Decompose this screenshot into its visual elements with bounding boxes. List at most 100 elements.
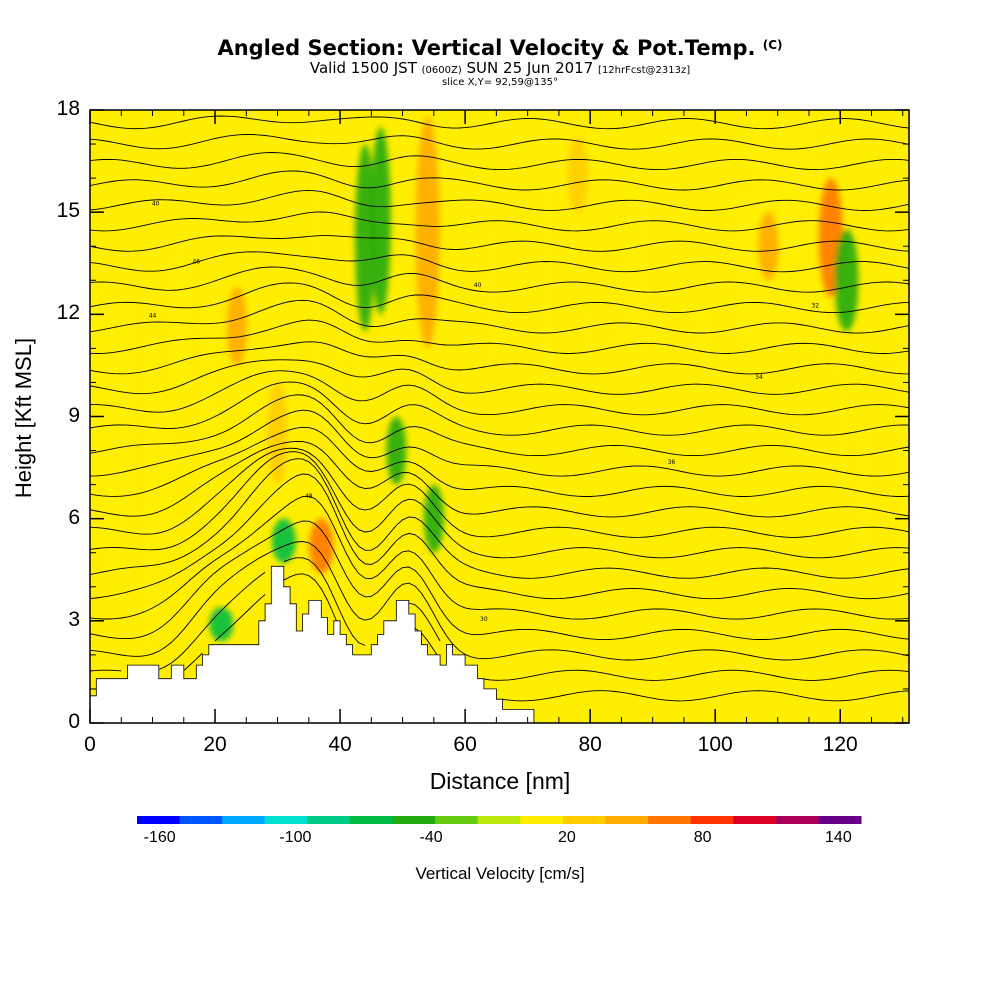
velocity-cell (567, 137, 588, 213)
colorbar-swatch (179, 816, 223, 824)
isentrope (90, 134, 909, 150)
isentrope (90, 189, 909, 211)
colorbar (137, 816, 862, 824)
velocity-cell (271, 518, 296, 563)
isentrope (90, 458, 909, 579)
velocity-band (158, 400, 174, 558)
isentrope (90, 451, 909, 559)
velocity-cell (758, 212, 779, 281)
isentrope (90, 359, 909, 395)
colorbar-swatch (349, 816, 394, 824)
axis-ticks (89, 109, 909, 724)
isentrope (90, 341, 909, 375)
y-tick-label: 9 (68, 403, 80, 427)
colorbar-tick-label: -160 (143, 829, 176, 846)
colorbar-swatch (137, 816, 181, 824)
colorbar-tick-label: -40 (419, 829, 443, 846)
velocity-band (90, 281, 99, 556)
copyright-tag: (C) (762, 38, 783, 52)
colorbar-swatch (733, 816, 777, 824)
colorbar-swatch (648, 816, 692, 824)
isentrope-label: 36 (668, 459, 676, 466)
x-tick-label: 120 (822, 733, 858, 756)
velocity-cell (423, 484, 444, 553)
velocity-features (209, 116, 859, 642)
velocity-band (860, 434, 869, 548)
isentrope-label: 46 (192, 258, 200, 265)
isentrope-label: 44 (149, 313, 157, 320)
isentrope-label: 40 (152, 200, 160, 207)
colorbar-swatch (264, 816, 308, 824)
terrain (90, 565, 535, 723)
y-tick-label: 15 (56, 199, 80, 223)
chart-subtitle: Valid 1500 JST (0600Z) SUN 25 Jun 2017 [… (0, 60, 1000, 79)
velocity-cell (386, 416, 407, 485)
colorbar-swatch (392, 816, 436, 824)
colorbar-swatch (222, 816, 266, 824)
isentrope-label: 34 (755, 374, 763, 381)
isentrope (90, 473, 909, 600)
colorbar-swatch (690, 816, 734, 824)
y-tick-label: 3 (68, 607, 80, 631)
x-tick-label: 0 (84, 733, 96, 756)
colorbar-swatch (605, 816, 649, 824)
chart-title-text: Angled Section: Vertical Velocity & Pot.… (217, 36, 756, 60)
colorbar-swatch (562, 816, 606, 824)
isentrope (90, 557, 909, 681)
isentrope-label: 32 (811, 303, 819, 310)
isentrope (90, 299, 909, 334)
velocity-band (805, 110, 815, 423)
isentrope (90, 381, 909, 436)
isentrope-label: 30 (480, 616, 488, 623)
y-axis-label-text: Height [Kft MSL] (11, 337, 36, 499)
velocity-cell (309, 518, 334, 574)
isentrope (90, 115, 909, 130)
velocity-band (310, 110, 321, 503)
isentrope (90, 319, 909, 354)
colorbar-swatch (818, 816, 862, 824)
isentrope (90, 447, 909, 538)
x-tick-label: 20 (203, 733, 227, 756)
y-tick-label: 12 (56, 301, 80, 325)
isentrope (90, 251, 909, 273)
colorbar-swatch (520, 816, 564, 824)
colorbar-tick-label: -100 (279, 829, 312, 846)
isentrope-lines: 40 46 44 48 40 36 34 32 30 (90, 100, 909, 702)
velocity-cell (370, 127, 391, 315)
velocity-cell (267, 382, 288, 485)
isentrope (90, 394, 909, 457)
isentrope (90, 520, 909, 641)
chart-title: Angled Section: Vertical Velocity & Pot.… (0, 36, 1000, 60)
x-axis-label: Distance [nm] (429, 768, 571, 794)
isentrope (90, 100, 909, 108)
isentrope (90, 370, 909, 416)
y-tick-label: 0 (68, 710, 80, 733)
utc-time: (0600Z) (421, 65, 462, 76)
colorbar-swatch (435, 816, 479, 824)
velocity-band (103, 314, 118, 573)
isentrope-label: 48 (305, 493, 313, 500)
y-tick-label: 6 (68, 505, 80, 529)
isentrope (90, 235, 909, 252)
slice-info: slice X,Y= 92,59@135° (441, 77, 558, 88)
velocity-cell (415, 116, 440, 349)
isentrope (90, 282, 909, 314)
isentrope (90, 266, 909, 293)
forecast-info: [12hrFcst@2313z] (598, 65, 691, 76)
isentrope (90, 440, 909, 518)
isentrope (90, 170, 909, 191)
colorbar-tick-label: 80 (693, 829, 712, 846)
x-tick-label: 100 (697, 733, 733, 756)
colorbar-tick-label: 140 (825, 829, 852, 846)
velocity-cell (209, 607, 234, 642)
isentrope (90, 426, 909, 497)
velocity-band (777, 119, 788, 392)
velocity-cell (834, 229, 859, 332)
isentrope (183, 573, 909, 702)
valid-time: Valid 1500 JST (309, 59, 417, 77)
isentrope (90, 152, 909, 171)
x-tick-label: 80 (578, 733, 602, 756)
isentrope (90, 211, 909, 232)
colorbar-swatch (307, 816, 351, 824)
